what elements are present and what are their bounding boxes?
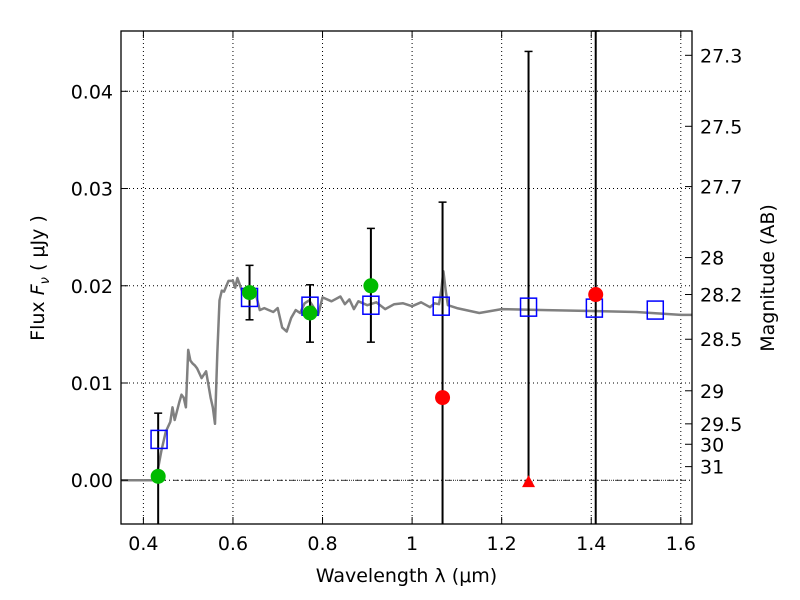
y2-axis-label: Magnitude (AB) [757,204,779,352]
y-axis-label-suffix: ( μJy ) [27,215,49,277]
model-point [432,296,450,316]
low-significance-point [435,390,451,406]
x-tick-label: 0.6 [218,533,248,555]
data-markers [150,278,665,488]
y-tick-label: 0.04 [71,81,113,103]
y-tick-label: 0.02 [71,276,113,298]
y-tick-label: 0.01 [71,373,113,395]
y2-tick-label: 28.5 [700,329,742,351]
x-tick-label: 1 [406,533,418,555]
y2-tick-label: 29 [700,381,724,403]
detection-point [302,305,318,321]
y-axis-label-subscript: ν [38,277,53,284]
y2-tick-label: 30 [700,434,724,456]
detection-point [363,278,379,294]
y-tick-label: 0.03 [71,179,113,201]
error-bars [154,30,600,524]
model-sed [121,269,692,482]
model-point [519,297,538,317]
low-significance-point [588,287,604,303]
model-point [150,429,168,450]
y2-tick-label: 29.5 [700,414,742,436]
model-point [362,295,380,315]
y2-tick-label: 28 [700,248,724,270]
plot-frame [120,30,693,525]
y2-tick-label: 27.7 [700,177,742,199]
axis-ticks: 0.4 0.6 0.8 1 1.2 1.4 1.6 0.00 0.01 0.02 0.03 0.04 2… [71,31,742,555]
x-tick-label: 1.4 [576,533,606,555]
y2-tick-label: 28.2 [700,285,742,307]
upper-limit-point [522,475,536,488]
y2-tick-label: 27.5 [700,116,742,138]
detection-point [150,468,166,484]
detection-point [242,285,258,301]
x-tick-label: 0.8 [307,533,337,555]
x-tick-label: 1.2 [487,533,517,555]
y2-tick-label: 27.3 [700,45,742,67]
model-sed-line [121,269,692,482]
x-tick-label: 0.4 [128,533,158,555]
y2-tick-label: 31 [700,457,724,479]
x-axis-label: Wavelength λ (μm) [316,565,497,587]
y-axis-label: Flux Fν ( μJy ) [27,215,53,341]
model-point [646,300,665,320]
y-axis-label-symbol: F [27,283,49,295]
x-tick-label: 1.6 [666,533,696,555]
y-tick-label: 0.00 [71,470,113,492]
y-axis-label-prefix: Flux [27,295,49,341]
